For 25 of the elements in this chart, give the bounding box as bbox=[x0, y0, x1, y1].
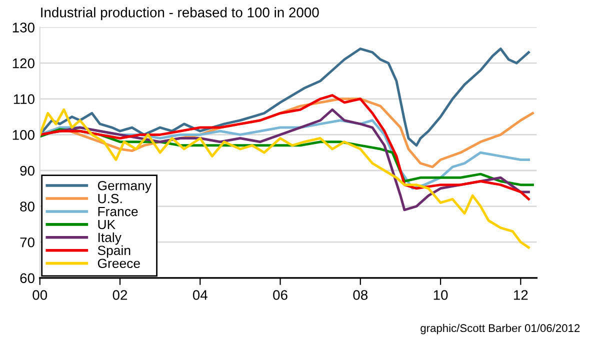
line-series bbox=[40, 48, 530, 147]
legend-label: Italy bbox=[98, 232, 122, 245]
legend-label: France bbox=[98, 207, 138, 216]
y-tick-label: 110 bbox=[14, 94, 34, 104]
y-tick-label: 70 bbox=[20, 237, 34, 248]
legend-label: UK bbox=[98, 220, 116, 230]
x-tick-label: 04 bbox=[192, 290, 208, 300]
y-tick-label: 60 bbox=[20, 273, 34, 284]
x-tick-label: 12 bbox=[514, 290, 528, 300]
legend-label: U.S. bbox=[98, 194, 122, 204]
chart-title: Industrial production - rebased to 100 in 2000 bbox=[41, 7, 319, 20]
x-tick-label: 00 bbox=[32, 290, 48, 300]
y-tick-label: 80 bbox=[20, 202, 34, 212]
x-tick-label: 02 bbox=[112, 290, 128, 300]
legend-label: Germany bbox=[98, 180, 152, 193]
legend-label: Spain bbox=[98, 245, 130, 258]
x-tick-label: 08 bbox=[353, 290, 368, 300]
x-tick-label: 06 bbox=[273, 290, 288, 300]
y-tick-label: 100 bbox=[12, 130, 34, 140]
y-tick-label: 90 bbox=[20, 166, 34, 176]
y-tick-label: 120 bbox=[12, 58, 34, 68]
legend-label: Greece bbox=[98, 258, 140, 268]
text: graphic/Scott Barber 01/06/2012 bbox=[420, 324, 580, 334]
y-tick-label: 130 bbox=[12, 22, 34, 32]
x-tick-label: 10 bbox=[434, 290, 448, 300]
